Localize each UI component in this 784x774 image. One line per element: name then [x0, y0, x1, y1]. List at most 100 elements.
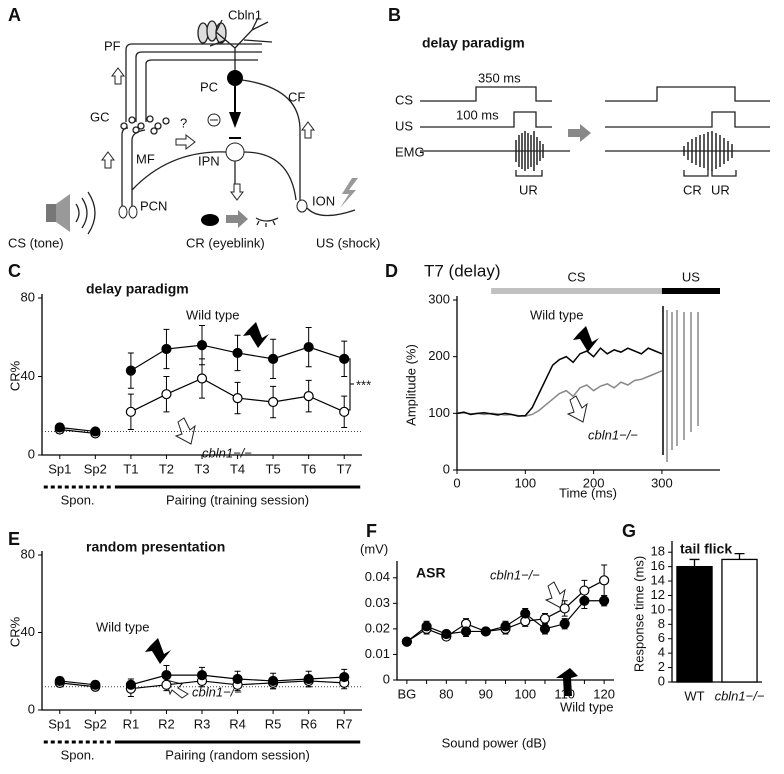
arrow-up — [111, 67, 125, 85]
x-tick-label: T2 — [159, 461, 174, 476]
marker — [90, 679, 101, 690]
marker — [460, 626, 472, 637]
marker — [268, 396, 279, 408]
x-tick-label: T4 — [230, 461, 245, 476]
label: ? — [180, 115, 187, 130]
annotation: Wild type — [560, 699, 613, 714]
dendrite — [209, 17, 273, 72]
x-tick-label: T1 — [123, 461, 138, 476]
marker — [161, 343, 172, 355]
label: CR (eyeblink) — [186, 235, 265, 250]
marker — [232, 347, 243, 359]
span-bar — [661, 288, 720, 294]
x-tick-label: 90 — [479, 686, 493, 701]
series-line — [456, 347, 663, 417]
x-tick-label: 0 — [453, 475, 460, 490]
ipn-soma — [225, 142, 245, 162]
traces — [605, 86, 770, 152]
row-label: US — [395, 118, 413, 133]
label: PCN — [140, 198, 167, 213]
marker — [303, 673, 314, 685]
arrow-down — [229, 112, 241, 128]
marker — [54, 422, 65, 433]
marker — [520, 608, 531, 619]
y-tick-label: 12 — [651, 587, 665, 602]
parallel-fibers — [125, 43, 262, 122]
arrow-right — [226, 210, 248, 228]
x-tick-label: 300 — [651, 475, 673, 490]
x-tick-label: 200 — [583, 475, 605, 490]
x-tick-label: R3 — [194, 716, 211, 731]
arrow-right — [568, 124, 591, 142]
group-label: Spon. — [61, 492, 95, 507]
duration: 100 ms — [456, 107, 499, 122]
span-label: US — [682, 269, 700, 284]
y-tick-label: 200 — [428, 348, 450, 363]
y-axis-label: (mV) — [360, 541, 388, 556]
y-tick-label: 14 — [651, 572, 665, 587]
marker — [599, 595, 610, 606]
series-line — [59, 682, 96, 688]
error-bar — [689, 558, 700, 567]
bracket — [683, 170, 737, 177]
marker — [54, 675, 65, 687]
row-label: CS — [395, 92, 413, 107]
x-tick-label: Sp2 — [84, 461, 107, 476]
y-axis-label: Amplitude (%) — [403, 344, 418, 426]
chart-title: random presentation — [86, 539, 225, 555]
chart-title: tail flick — [680, 541, 732, 557]
label: US (shock) — [316, 235, 380, 250]
marker — [559, 603, 570, 614]
group-label: Pairing (random session) — [165, 747, 310, 762]
marker — [500, 621, 511, 632]
duration: 350 ms — [478, 70, 521, 85]
y-axis-label: Response time (ms) — [631, 556, 646, 672]
mossy-fibers — [121, 127, 227, 208]
group-label: Spon. — [61, 747, 95, 762]
arrow — [145, 638, 171, 664]
y-tick-label: 8 — [658, 616, 665, 631]
marker — [125, 406, 136, 417]
y-tick-label: 0.02 — [365, 620, 390, 635]
x-tick-label: cbln1−/− — [715, 688, 765, 703]
x-tick-label: 110 — [554, 686, 575, 701]
marker — [579, 585, 590, 596]
y-tick-label: 6 — [658, 630, 665, 645]
y-tick-label: 40 — [21, 368, 35, 383]
response-label: UR — [519, 182, 538, 197]
marker — [579, 595, 590, 606]
diagram-b: B delay paradigm CS US EMG 350 ms 100 ms… — [388, 5, 770, 197]
pcn-cell — [118, 205, 128, 219]
x-tick-label: Sp2 — [84, 716, 107, 731]
marker — [480, 626, 491, 637]
x-tick-label: R6 — [300, 716, 317, 731]
x-tick-label: R2 — [158, 716, 175, 731]
granule-cells — [120, 115, 170, 135]
panel-letter: A — [8, 5, 21, 25]
panel-letter: G — [622, 521, 636, 541]
arrow — [174, 417, 196, 445]
x-tick-label: 80 — [439, 686, 453, 701]
chart-title: delay paradigm — [86, 281, 189, 297]
annotation: *** — [356, 377, 371, 392]
x-axis-label: Sound power (dB) — [442, 735, 547, 750]
panel-letter: B — [388, 5, 401, 25]
y-tick-label: 18 — [651, 544, 665, 559]
marker — [539, 613, 551, 624]
chart-title: T7 (delay) — [424, 261, 501, 280]
x-tick-label: 120 — [593, 686, 615, 701]
panel-letter: C — [8, 261, 21, 281]
panel-letter: D — [385, 261, 398, 281]
bracket — [344, 358, 354, 411]
arrow — [566, 395, 588, 423]
y-tick-label: 0.03 — [365, 595, 390, 610]
marker — [303, 391, 314, 402]
y-tick-label: 0 — [28, 446, 35, 461]
marker — [539, 623, 551, 634]
error-bar — [734, 553, 745, 560]
bar — [676, 565, 713, 683]
x-tick-label: Sp1 — [48, 461, 71, 476]
arrow-up — [101, 151, 115, 169]
annotation: cbln1−/− — [490, 567, 540, 582]
